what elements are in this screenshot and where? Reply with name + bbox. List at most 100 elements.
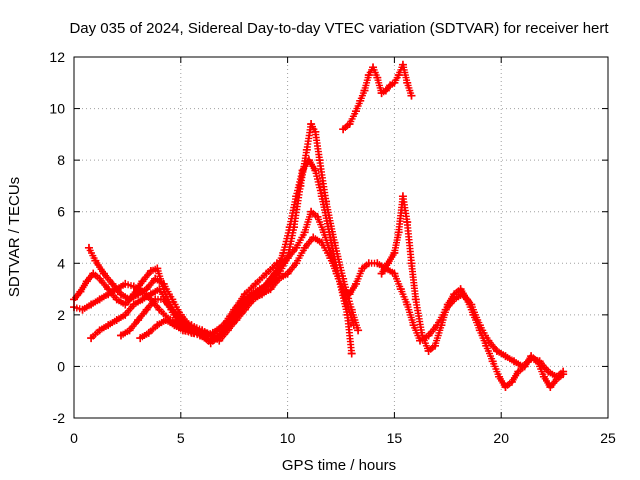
data-point bbox=[507, 377, 516, 386]
x-axis-label: GPS time / hours bbox=[282, 457, 396, 474]
data-point bbox=[302, 145, 311, 154]
data-point bbox=[262, 269, 271, 278]
data-point bbox=[76, 287, 85, 296]
data-point bbox=[82, 277, 91, 286]
data-point bbox=[151, 274, 160, 283]
y-tick-label: 10 bbox=[49, 101, 65, 117]
series-sat-c bbox=[84, 207, 568, 381]
data-point bbox=[104, 285, 113, 294]
data-point bbox=[208, 331, 217, 340]
data-point bbox=[313, 212, 322, 221]
data-point bbox=[488, 357, 497, 366]
data-point bbox=[356, 96, 365, 105]
data-point bbox=[394, 228, 403, 237]
data-point bbox=[161, 316, 170, 325]
data-point bbox=[89, 269, 98, 278]
data-point bbox=[383, 259, 392, 268]
data-point bbox=[424, 346, 433, 355]
data-point bbox=[146, 290, 155, 299]
data-point bbox=[138, 277, 147, 286]
data-point bbox=[317, 238, 326, 247]
data-point bbox=[520, 362, 529, 371]
data-point bbox=[403, 300, 412, 309]
data-point bbox=[292, 243, 301, 252]
data-point bbox=[386, 81, 395, 90]
data-point bbox=[255, 285, 264, 294]
y-tick-label: 12 bbox=[49, 49, 65, 65]
data-point bbox=[334, 274, 343, 283]
data-point bbox=[272, 274, 281, 283]
data-point bbox=[125, 326, 134, 335]
x-tick-label: 10 bbox=[280, 430, 296, 446]
data-point bbox=[159, 295, 168, 304]
data-point bbox=[527, 352, 536, 361]
x-tick-label: 20 bbox=[493, 430, 509, 446]
data-point bbox=[257, 290, 266, 299]
data-point bbox=[360, 86, 369, 95]
y-tick-label: 8 bbox=[57, 152, 65, 168]
data-point bbox=[311, 166, 320, 175]
data-point bbox=[411, 295, 420, 304]
series-line bbox=[72, 159, 353, 355]
data-point bbox=[78, 305, 87, 314]
data-point bbox=[396, 285, 405, 294]
series-sat-g bbox=[339, 60, 416, 134]
series-sat-b bbox=[70, 120, 363, 345]
data-point bbox=[533, 357, 542, 366]
data-point bbox=[159, 279, 168, 288]
data-point bbox=[187, 321, 196, 330]
data-point bbox=[373, 259, 382, 268]
data-point bbox=[272, 259, 281, 268]
data-point bbox=[390, 269, 399, 278]
data-point bbox=[456, 285, 465, 294]
data-point bbox=[398, 192, 407, 201]
data-point bbox=[546, 383, 555, 392]
data-point bbox=[343, 300, 352, 309]
data-point bbox=[116, 331, 125, 340]
x-tick-label: 5 bbox=[177, 430, 185, 446]
data-point bbox=[129, 300, 138, 309]
y-tick-labels: -2 0 2 4 6 8 10 12 bbox=[49, 49, 65, 426]
data-point bbox=[330, 238, 339, 247]
x-tick-labels: 0 5 10 15 20 25 bbox=[70, 430, 616, 446]
data-point bbox=[136, 334, 145, 343]
data-point bbox=[339, 125, 348, 134]
data-point bbox=[430, 341, 439, 350]
data-point bbox=[403, 78, 412, 87]
data-point bbox=[121, 279, 130, 288]
data-point bbox=[443, 300, 452, 309]
data-point bbox=[492, 346, 501, 355]
data-point bbox=[155, 305, 164, 314]
series-markers bbox=[339, 61, 415, 133]
data-point bbox=[249, 295, 258, 304]
data-point bbox=[311, 127, 320, 136]
series-sat-h bbox=[377, 192, 568, 392]
data-point bbox=[495, 372, 504, 381]
data-point bbox=[151, 295, 160, 304]
data-point bbox=[326, 254, 335, 263]
data-point bbox=[364, 259, 373, 268]
data-point bbox=[142, 285, 151, 294]
y-tick-label: 6 bbox=[57, 204, 65, 220]
series-sat-e bbox=[116, 254, 292, 340]
series-line bbox=[72, 122, 360, 342]
data-point bbox=[290, 223, 299, 232]
chart-title: Day 035 of 2024, Sidereal Day-to-day VTE… bbox=[69, 20, 609, 37]
data-point bbox=[266, 285, 275, 294]
data-point bbox=[87, 300, 96, 309]
data-point bbox=[345, 120, 354, 129]
data-point bbox=[187, 328, 196, 337]
data-point bbox=[296, 181, 305, 190]
data-point bbox=[275, 264, 284, 273]
data-point bbox=[304, 156, 313, 165]
data-point bbox=[300, 228, 309, 237]
series-sat-a bbox=[70, 156, 356, 358]
data-point bbox=[544, 367, 553, 376]
data-point bbox=[319, 228, 328, 237]
data-point bbox=[501, 383, 510, 392]
data-point bbox=[394, 71, 403, 80]
data-point bbox=[482, 341, 491, 350]
data-point bbox=[437, 321, 446, 330]
data-point bbox=[176, 316, 185, 325]
x-tick-label: 15 bbox=[387, 430, 403, 446]
